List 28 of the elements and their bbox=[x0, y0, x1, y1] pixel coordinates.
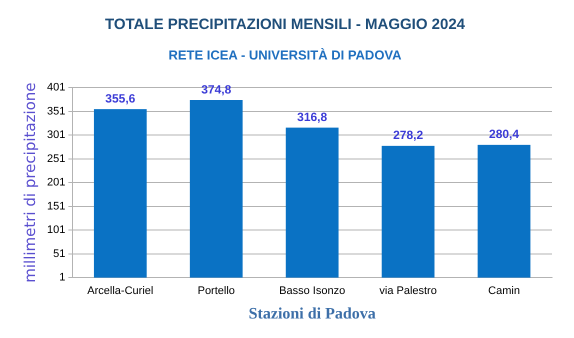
chart-title: TOTALE PRECIPITAZIONI MENSILI - MAGGIO 2024 bbox=[104, 16, 466, 34]
chart-subtitle: RETE ICEA - UNIVERSITÀ DI PADOVA bbox=[168, 47, 402, 62]
y-tick-label: 301 bbox=[46, 129, 66, 142]
y-tick-label: 51 bbox=[53, 248, 66, 260]
bar bbox=[382, 146, 434, 278]
bar bbox=[94, 109, 147, 278]
bar bbox=[286, 128, 339, 278]
bar bbox=[190, 100, 243, 278]
x-tick-label: Portello bbox=[198, 285, 235, 298]
y-axis-title: millimetri di precipitazione bbox=[20, 82, 39, 283]
x-tick-label: Camin bbox=[488, 285, 520, 298]
data-label: 278,2 bbox=[393, 128, 424, 142]
bar bbox=[478, 144, 530, 278]
y-tick-label: 351 bbox=[46, 105, 66, 118]
x-tick-label: Arcella-Curiel bbox=[87, 285, 154, 298]
x-axis-title: Stazioni di Padova bbox=[248, 306, 376, 323]
x-tick-label: via Palestro bbox=[379, 285, 437, 298]
data-label: 316,8 bbox=[297, 110, 328, 124]
data-label: 374,8 bbox=[201, 82, 232, 96]
data-label: 355,6 bbox=[105, 91, 136, 106]
y-tick-label: 1 bbox=[59, 272, 66, 284]
y-tick-label: 251 bbox=[46, 152, 66, 165]
y-tick-label: 101 bbox=[46, 224, 66, 236]
y-tick-label: 201 bbox=[46, 176, 66, 189]
data-label: 280,4 bbox=[489, 127, 520, 142]
x-tick-label: Basso Isonzo bbox=[279, 285, 346, 298]
y-tick-label: 151 bbox=[46, 200, 66, 212]
y-tick-label: 401 bbox=[46, 82, 66, 94]
